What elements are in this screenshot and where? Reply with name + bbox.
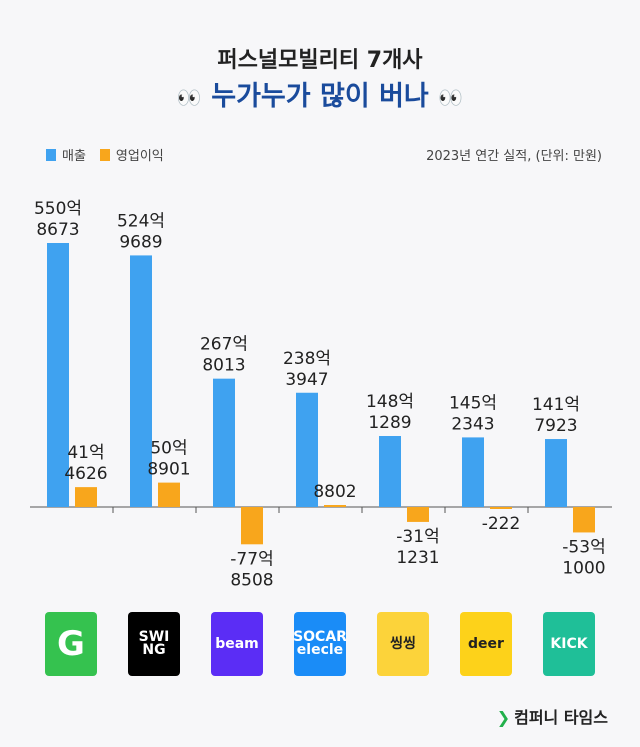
profit-bar (573, 507, 595, 533)
legend: 매출 영업이익 (46, 145, 164, 164)
revenue-data-label: 3947 (285, 370, 328, 390)
revenue-data-label: 9689 (119, 232, 162, 252)
title-line2: 👀 누가누가 많이 버나 👀 (0, 74, 640, 113)
logo-swing: SWI NG (128, 612, 180, 676)
revenue-data-label: 8673 (36, 220, 79, 240)
revenue-bar (545, 439, 567, 507)
profit-data-label: -53억 (562, 537, 605, 557)
profit-data-label: 41억 (67, 443, 104, 463)
revenue-data-label: 1289 (368, 413, 411, 433)
revenue-data-label: 7923 (534, 416, 577, 436)
revenue-bar (379, 436, 401, 507)
revenue-data-label: 148억 (366, 392, 414, 412)
profit-data-label: 1000 (562, 558, 605, 578)
title-line2-text: 누가누가 많이 버나 (211, 81, 429, 112)
revenue-bar (462, 437, 484, 507)
revenue-data-label: 8013 (202, 356, 245, 376)
revenue-data-label: 524억 (117, 211, 165, 231)
revenue-data-label: 141억 (532, 395, 580, 415)
profit-data-label: -77억 (230, 549, 273, 569)
logo-kick: KICK (543, 612, 595, 676)
profit-bar (407, 507, 429, 522)
revenue-bar (47, 243, 69, 507)
profit-bar (241, 507, 263, 545)
revenue-data-label: 2343 (451, 414, 494, 434)
profit-bar (490, 507, 512, 509)
logo-xingxing: 씽씽 (377, 612, 429, 676)
profit-bar (158, 482, 180, 507)
profit-bar (75, 487, 97, 507)
revenue-data-label: 145억 (449, 393, 497, 413)
profit-data-label: 4626 (64, 464, 107, 484)
brand-name: 컴퍼니 타임스 (514, 708, 608, 727)
legend-profit: 영업이익 (115, 149, 164, 164)
logo-beam: beam (211, 612, 263, 676)
chevron-icon: ❯ (496, 708, 511, 727)
revenue-bar (296, 392, 318, 507)
revenue-data-label: 267억 (200, 335, 248, 355)
revenue-bar (130, 255, 152, 507)
legend-revenue: 매출 (62, 149, 86, 164)
profit-data-label: 8901 (147, 460, 190, 480)
eyes-icon: 👀 (176, 85, 202, 110)
profit-bar (324, 505, 346, 507)
profit-data-label: -31억 (396, 527, 439, 547)
logo-socar-elecle: SOCAR elecle (293, 612, 347, 676)
profit-data-label: 8802 (313, 482, 356, 502)
title-line1: 퍼스널모빌리티 7개사 (217, 48, 423, 73)
logo-deer: deer (460, 612, 512, 676)
legend-swatch-revenue (46, 148, 56, 161)
profit-data-label: 8508 (230, 570, 273, 590)
revenue-bar (213, 378, 235, 507)
logo-gcoo: G (45, 612, 97, 676)
legend-swatch-profit (99, 148, 110, 161)
revenue-data-label: 238억 (283, 349, 331, 369)
eyes-icon: 👀 (438, 85, 464, 110)
profit-data-label: 50억 (150, 439, 187, 459)
unit-note: 2023년 연간 실적, (단위: 만원) (426, 149, 602, 164)
brand: ❯ 컴퍼니 타임스 (497, 704, 608, 728)
revenue-data-label: 550억 (34, 199, 82, 219)
profit-data-label: -222 (482, 514, 521, 534)
profit-data-label: 1231 (396, 548, 439, 568)
